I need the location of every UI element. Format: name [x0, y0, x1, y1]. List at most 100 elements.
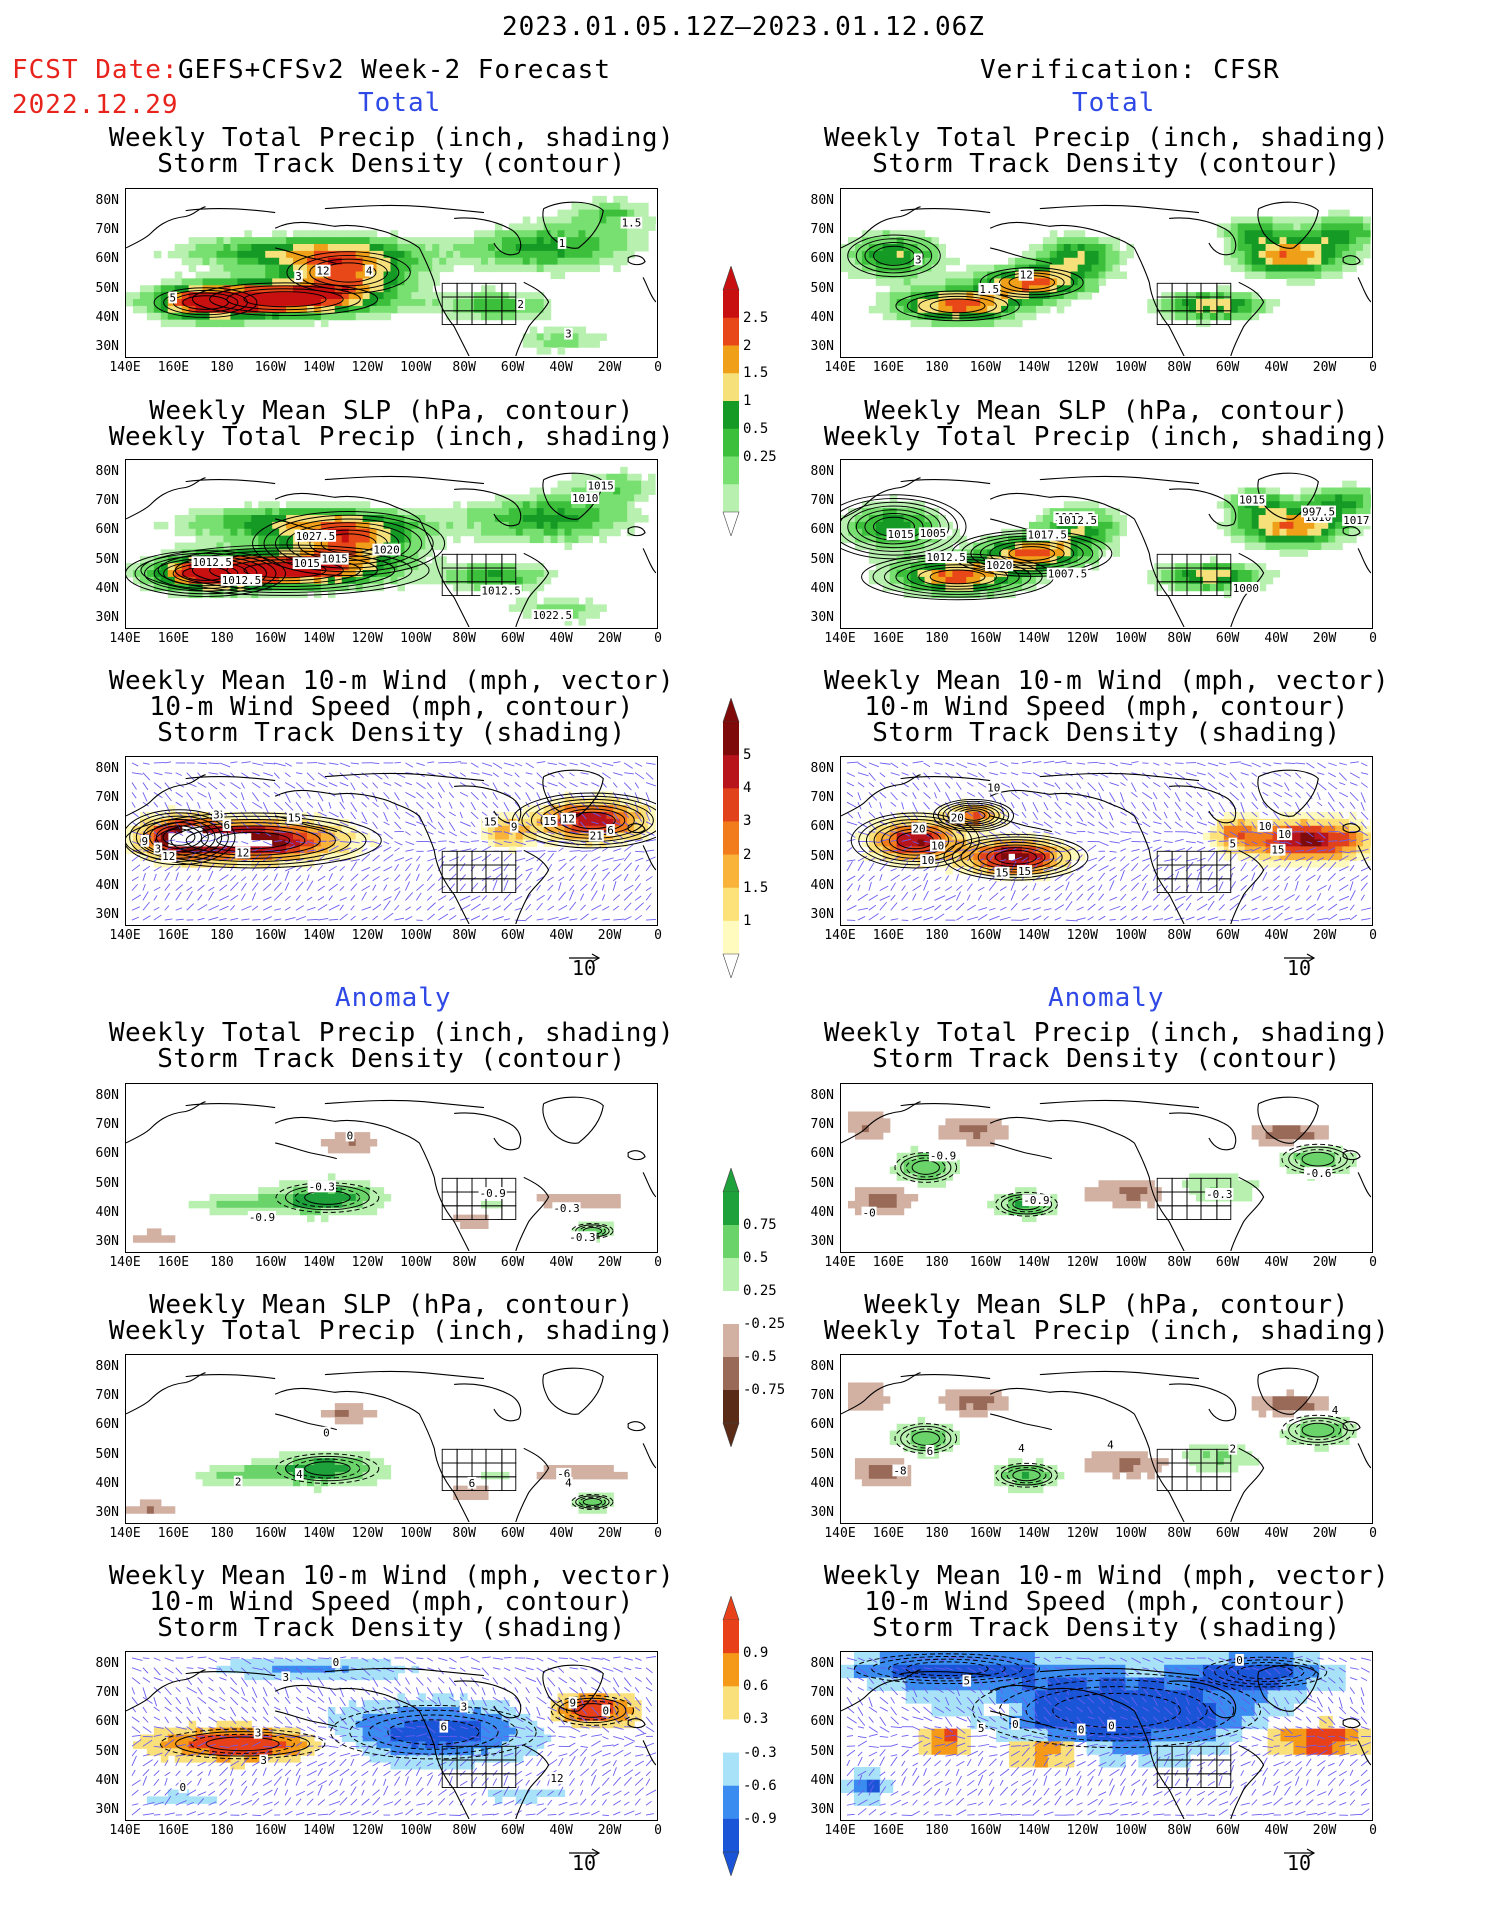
contour-label: 9: [511, 821, 518, 834]
contour-label: 1015: [321, 553, 347, 566]
lon-label: 140E: [824, 1526, 856, 1541]
colorbar-label: 1.5: [743, 365, 769, 382]
lat-label: 40N: [95, 580, 119, 596]
lat-label: 70N: [95, 493, 119, 509]
contour-label: 12: [550, 1772, 563, 1785]
shading-field: [126, 195, 656, 355]
lat-label: 50N: [95, 1446, 119, 1462]
lon-label: 160W: [254, 1823, 287, 1838]
lon-label: 140W: [303, 1823, 335, 1838]
contour-label: 12: [1020, 269, 1033, 282]
vector-reference-label: 10: [1287, 956, 1312, 980]
lon-label: 60W: [500, 928, 525, 943]
contour-label: -8: [893, 1464, 906, 1477]
lat-label: 40N: [810, 1772, 834, 1788]
contour-label: 6: [927, 1445, 934, 1458]
lon-label: 160W: [254, 1255, 287, 1270]
lon-label: 40W: [549, 1255, 573, 1270]
contour-label: 1012.5: [481, 585, 520, 598]
lat-label: 80N: [810, 1359, 834, 1374]
lon-label: 100W: [1115, 360, 1147, 375]
lon-label: 120W: [1066, 928, 1098, 943]
colorbar-label: 2: [743, 337, 752, 354]
coastlines: [126, 769, 656, 924]
lon-label: 20W: [1312, 1255, 1337, 1270]
contour-label: 3: [282, 1671, 289, 1684]
map-panel-v6: 0 5 0 5 0 0: [840, 1651, 1373, 1821]
state-boundaries: [1156, 282, 1232, 326]
coastlines: [841, 1096, 1371, 1251]
contour-label: 4: [1107, 1438, 1114, 1451]
lat-label: 30N: [95, 339, 119, 354]
lon-label: 160W: [254, 631, 287, 646]
lon-label: 160E: [157, 1823, 190, 1838]
lon-label: 160E: [157, 631, 190, 646]
lat-label: 40N: [810, 1204, 834, 1220]
contour-lines: [159, 1695, 635, 1760]
contour-label: 5: [978, 1722, 985, 1735]
lon-label: 60W: [1215, 928, 1240, 943]
colorbar-precip-total: [722, 265, 740, 540]
lon-label: 80W: [452, 928, 476, 943]
lat-label: 80N: [95, 1656, 119, 1671]
lon-label: 40W: [1264, 360, 1288, 375]
panel-title-v3: Weekly Mean 10-m Wind (mph, vector) 10-m…: [823, 666, 1390, 748]
contour-label: 0: [333, 1656, 340, 1669]
map-panel-p6: 3 9 6 3 0 12 3 0 3 0: [125, 1651, 658, 1821]
contour-label: 9: [570, 1697, 577, 1710]
lon-label: 60W: [1215, 1255, 1240, 1270]
colorbar-label: 1: [743, 393, 752, 409]
lon-label: 80W: [452, 1823, 476, 1838]
colorbar-label: -0.6: [743, 1777, 777, 1794]
lon-label: 80W: [1167, 1823, 1191, 1838]
lon-label: 140W: [303, 360, 335, 375]
contour-label: 1007.5: [1048, 568, 1087, 581]
lon-label: 40W: [549, 928, 573, 943]
lon-label: 180: [925, 1526, 949, 1541]
contour-label: -0.9: [1023, 1194, 1049, 1207]
coastlines: [126, 1664, 656, 1819]
contour-label: 1015: [587, 480, 613, 493]
colorbar-label: -0.3: [743, 1744, 777, 1761]
wind-vectors: [131, 1656, 656, 1817]
lat-label: 50N: [810, 280, 834, 296]
colorbar-label: 2: [743, 846, 752, 863]
lat-label: 50N: [810, 1175, 834, 1191]
lon-label: 140E: [109, 360, 141, 375]
lon-label: 60W: [500, 1255, 525, 1270]
lon-label: 20W: [1312, 928, 1337, 943]
map-panel-p5: 4 2 -6 6 4 0: [125, 1354, 658, 1524]
lon-label: 180: [925, 1255, 949, 1270]
contour-label: 5: [964, 1675, 971, 1688]
contour-label: 2: [1230, 1443, 1237, 1456]
lon-label: 120W: [1066, 360, 1098, 375]
lat-label: 50N: [95, 551, 119, 567]
lat-label: 70N: [810, 1388, 834, 1404]
lat-label: 60N: [95, 251, 119, 267]
contour-label: 6: [441, 1721, 448, 1734]
lon-label: 60W: [1215, 631, 1240, 646]
map-panel-v4: -0.9 -0.9 -0.3 -0.6 -0: [840, 1083, 1373, 1253]
lat-label: 60N: [810, 251, 834, 267]
lat-label: 40N: [95, 1475, 119, 1491]
section-total-left: Total: [358, 88, 442, 118]
lon-label: 60W: [500, 631, 525, 646]
colorbar-storm-total: [722, 697, 740, 982]
contour-label: 3: [155, 842, 162, 855]
map-panel-p3: 151212963211512961563: [125, 756, 658, 926]
lon-label: 80W: [452, 1526, 476, 1541]
lon-label: 40W: [549, 360, 573, 375]
lat-label: 50N: [95, 1175, 119, 1191]
contour-label: 1022.5: [533, 609, 572, 622]
contour-label: 1027.5: [296, 530, 335, 543]
contour-label: -0.3: [309, 1180, 335, 1193]
lat-label: 50N: [810, 848, 834, 864]
lat-label: 50N: [95, 280, 119, 296]
lat-label: 70N: [95, 222, 119, 238]
contour-lines: [126, 792, 656, 869]
panel-title-p6: Weekly Mean 10-m Wind (mph, vector) 10-m…: [108, 1561, 675, 1643]
panel-title-p1: Weekly Total Precip (inch, shading) Stor…: [108, 123, 675, 179]
colorbar-label: 0.6: [743, 1678, 769, 1695]
lon-label: 140E: [824, 1823, 856, 1838]
lon-label: 80W: [1167, 360, 1191, 375]
